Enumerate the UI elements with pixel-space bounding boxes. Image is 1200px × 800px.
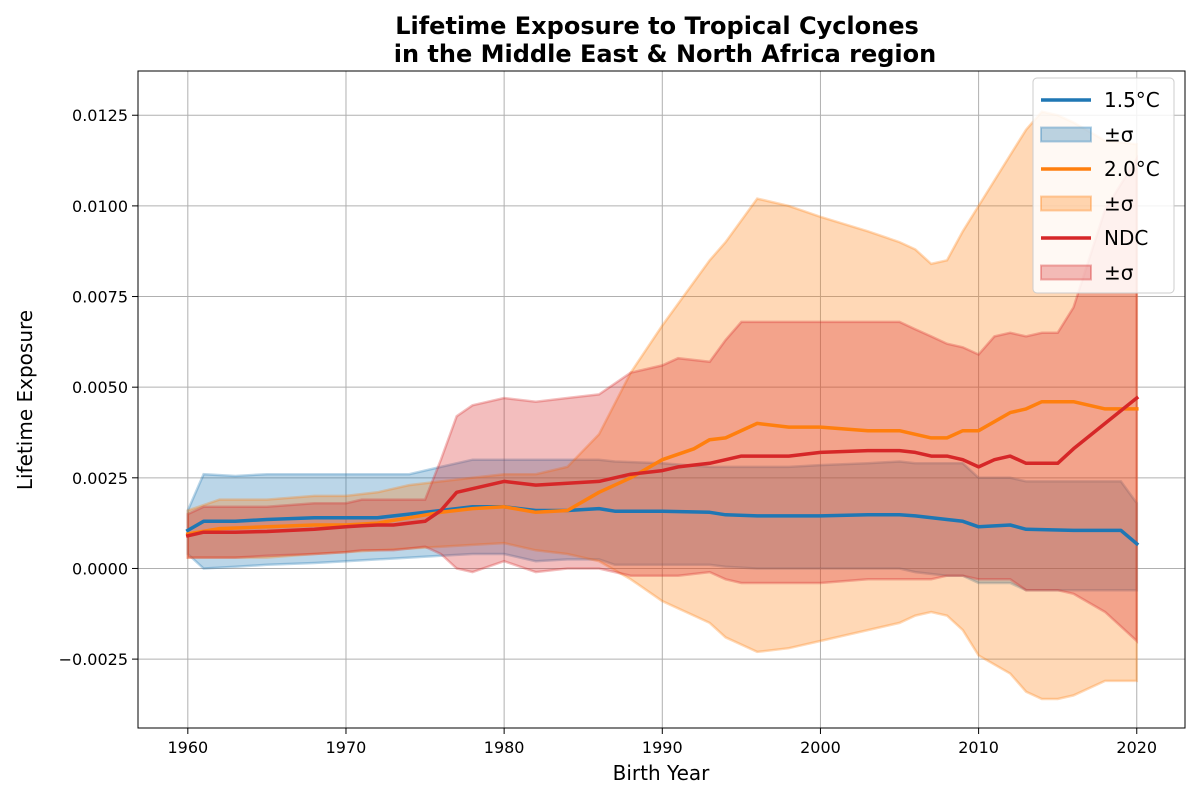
x-tick-label: 1980 <box>484 738 525 757</box>
x-tick-label: 1990 <box>642 738 683 757</box>
x-tick-label: 2010 <box>958 738 999 757</box>
line-20C <box>185 399 1139 537</box>
grid <box>138 71 1185 728</box>
series-lines <box>185 395 1140 547</box>
x-tick-label: 1970 <box>326 738 367 757</box>
y-tick-label: 0.0000 <box>72 559 128 578</box>
legend-band-swatch <box>1040 126 1092 143</box>
y-tick-label: 0.0050 <box>72 378 128 397</box>
legend-label: 1.5°C <box>1104 88 1160 112</box>
x-tick-label: 2020 <box>1116 738 1157 757</box>
legend-label: 2.0°C <box>1104 157 1160 181</box>
chart-title-line-1: Lifetime Exposure to Tropical Cyclones <box>395 12 919 40</box>
line-15C <box>185 505 1140 547</box>
y-tick-label: 0.0100 <box>72 197 128 216</box>
line-NDC <box>185 395 1140 538</box>
x-tick-label: 1960 <box>167 738 208 757</box>
y-tick-label: 0.0075 <box>72 288 128 307</box>
legend: 1.5°C ±σ 2.0°C ±σ NDC ±σ <box>1032 77 1175 294</box>
y-tick-label: −0.0025 <box>59 650 128 669</box>
legend-label: ±σ <box>1104 261 1134 285</box>
legend-band-swatch <box>1040 264 1092 281</box>
band-20C-sigma <box>186 110 1139 701</box>
x-axis-label: Birth Year <box>613 761 710 785</box>
band-15C-sigma <box>186 458 1139 592</box>
y-axis-ticks: −0.0025 0.0000 0.0025 0.0050 0.0075 0.0100 0.0… <box>59 106 138 669</box>
legend-label: ±σ <box>1104 192 1134 216</box>
x-tick-label: 2000 <box>800 738 841 757</box>
x-axis-ticks: 1960 1970 1980 1990 2000 2010 2020 <box>167 728 1157 757</box>
legend-label: ±σ <box>1104 123 1134 147</box>
chart-title-line-2: in the Middle East & North Africa region <box>394 40 936 68</box>
y-axis-label: Lifetime Exposure <box>13 310 37 490</box>
y-tick-label: 0.0025 <box>72 469 128 488</box>
legend-band-swatch <box>1040 195 1092 212</box>
plot-frame <box>137 70 1186 729</box>
legend-label: NDC <box>1104 226 1148 250</box>
y-tick-label: 0.0125 <box>72 106 128 125</box>
